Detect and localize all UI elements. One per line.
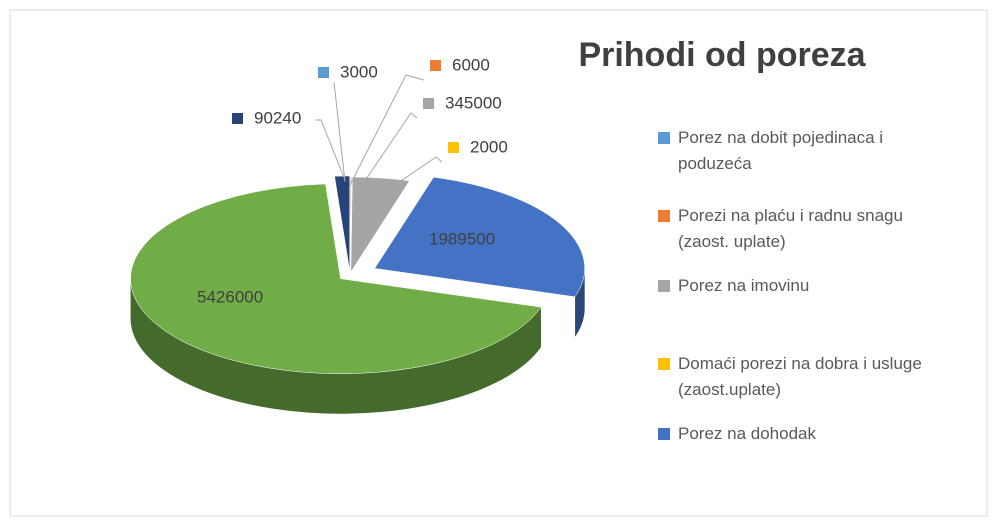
chart-title: Prihodi od poreza [578,36,866,74]
data-label: 345000 [445,93,502,112]
legend-item: Porez na dohodak [658,421,958,447]
legend-label: Porez na dohodak [678,424,816,443]
data-label: 1989500 [429,229,495,248]
legend-label: Porez na dobit pojedinaca i poduzeća [678,128,884,173]
label-swatch [232,113,243,124]
data-label: 6000 [452,55,490,74]
label-swatch [318,67,329,78]
legend-swatch [658,358,670,370]
slice [334,175,350,272]
slice [350,176,410,273]
legend-item: Porezi na plaću i radnu snagu (zaost. up… [658,203,958,255]
legend-swatch [658,132,670,144]
data-label: 3000 [340,62,378,81]
slice [349,176,352,273]
slice [374,176,585,298]
slice [351,180,412,273]
label-swatch [448,142,459,153]
legend-item: Porez na dobit pojedinaca i poduzeća [658,125,958,177]
legend-label: Porezi na plaću i radnu snagu (zaost. up… [678,206,903,251]
label-swatch [175,292,186,303]
label-swatch [423,98,434,109]
legend-swatch [658,280,670,292]
legend-item: Domaći porezi na dobra i usluge (zaost.u… [658,351,958,403]
slice-side [575,268,585,337]
legend-label: Porez na imovinu [678,276,810,295]
data-label: 5426000 [197,287,263,306]
legend-swatch [658,210,670,222]
legend-item: Porez na imovinu [658,273,958,299]
leader-line [333,81,346,183]
label-swatch [430,60,441,71]
leader-line [349,74,425,186]
leader-line [361,112,418,186]
leader-line [315,119,346,181]
data-label: 2000 [470,137,508,156]
legend-label: Domaći porezi na dobra i usluge (zaost.u… [678,354,922,399]
slice-side [130,278,541,414]
slice [130,183,542,374]
data-label: 90240 [254,108,301,127]
label-swatch [407,234,418,245]
legend-swatch [658,428,670,440]
leader-line [394,156,443,186]
